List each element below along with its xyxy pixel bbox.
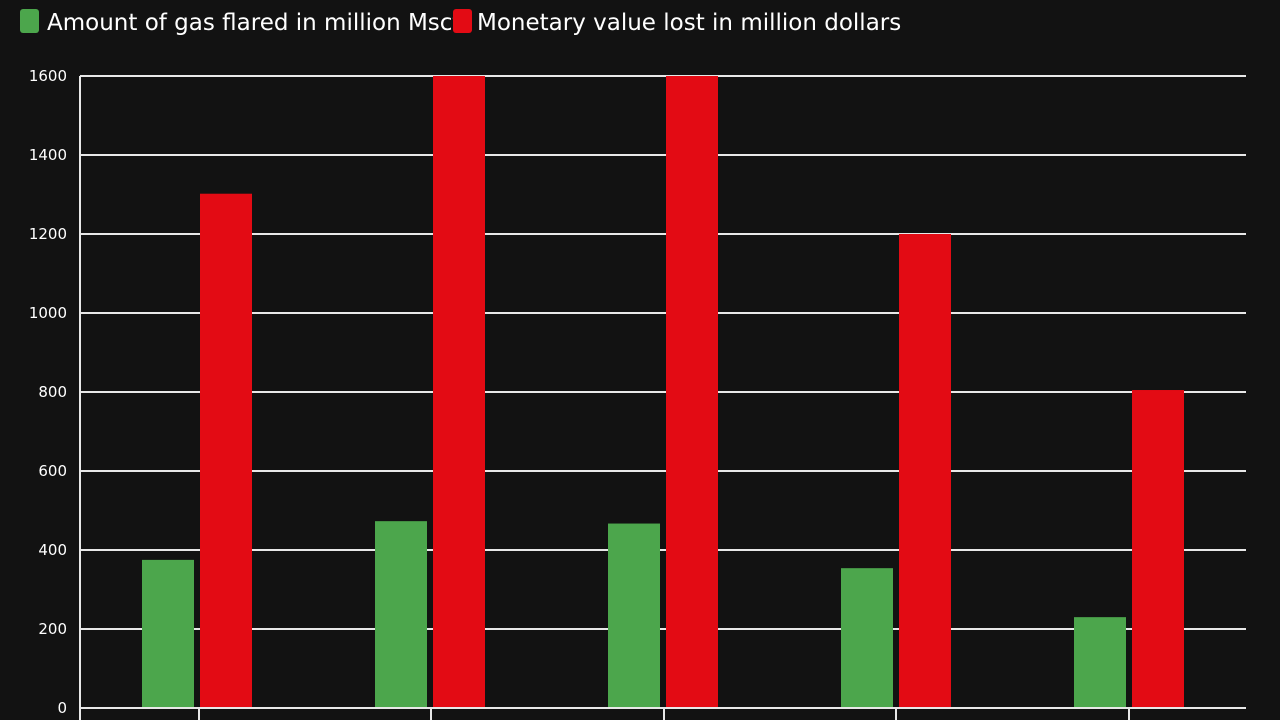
y-tick-label-800: 800 [38, 383, 67, 401]
y-tick-label-1200: 1200 [29, 225, 67, 243]
y-axis-tick-labels: 0 200 400 600 800 1000 1200 1400 1600 [29, 67, 67, 717]
bar-monetary-value-5 [1132, 390, 1184, 708]
legend-swatch-gas-flared [20, 9, 39, 33]
legend-label-gas-flared: Amount of gas flared in million Mscf [47, 10, 461, 36]
y-tick-label-200: 200 [38, 620, 67, 638]
legend-swatch-monetary-value [453, 9, 472, 33]
y-tick-label-400: 400 [38, 541, 67, 559]
y-tick-label-1600: 1600 [29, 67, 67, 85]
bar-monetary-value-2 [433, 76, 485, 708]
y-tick-label-1000: 1000 [29, 304, 67, 322]
legend: Amount of gas flared in million Mscf Mon… [20, 9, 901, 36]
legend-label-monetary-value: Monetary value lost in million dollars [477, 10, 901, 36]
bar-monetary-value-3 [666, 76, 718, 708]
gridlines [80, 75, 1246, 630]
axes [79, 76, 1246, 720]
bar-gas-flared-4 [841, 568, 893, 708]
bar-monetary-value-4 [899, 234, 951, 708]
y-tick-label-600: 600 [38, 462, 67, 480]
bar-gas-flared-5 [1074, 617, 1126, 708]
bar-gas-flared-2 [375, 521, 427, 708]
y-tick-label-1400: 1400 [29, 146, 67, 164]
bar-gas-flared-3 [608, 523, 660, 708]
bar-monetary-value-1 [200, 193, 252, 708]
bar-gas-flared-1 [142, 559, 194, 708]
y-tick-label-0: 0 [57, 699, 67, 717]
bars [142, 76, 1184, 708]
